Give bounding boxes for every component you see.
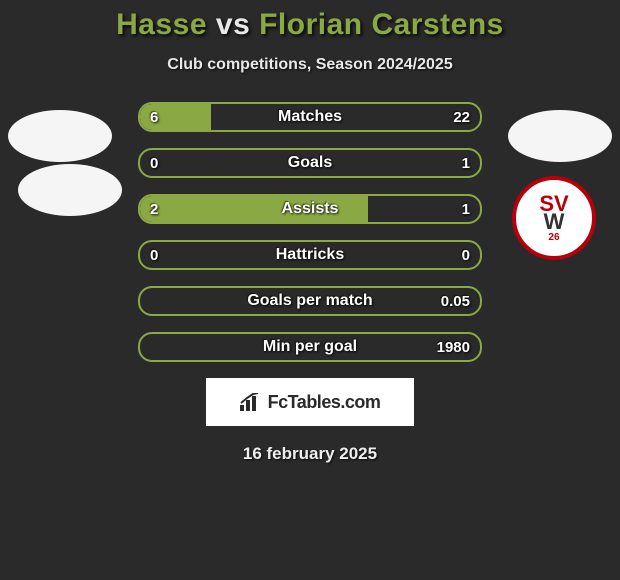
bar-track [138,332,482,362]
stat-row-hattricks: Hattricks00 [138,240,482,270]
bar-fill [140,196,368,222]
stat-row-assists: Assists21 [138,194,482,224]
crest-year: 26 [539,233,568,243]
bar-track [138,194,482,224]
crest-mid: W [539,211,568,233]
crest-circle: SV W 26 [512,176,596,260]
player-a-club-logo-placeholder [8,110,112,162]
subtitle: Club competitions, Season 2024/2025 [0,56,620,74]
player-a-name: Hasse [116,8,207,41]
badge-text: FcTables.com [268,392,381,413]
bar-track [138,286,482,316]
stat-row-min-per-goal: Min per goal1980 [138,332,482,362]
bar-track [138,148,482,178]
stat-row-matches: Matches622 [138,102,482,132]
fctables-badge: FcTables.com [206,378,414,426]
page-title: Hasse vs Florian Carstens [0,0,620,42]
player-b-club-logo-placeholder [508,110,612,162]
stat-row-goals: Goals01 [138,148,482,178]
bar-track [138,240,482,270]
player-b-name: Florian Carstens [259,8,504,41]
comparison-bars: Matches622 Goals01 Assists21 Hattricks00 Goa… [138,102,482,362]
vs-text: vs [216,8,250,41]
bar-track [138,102,482,132]
date-text: 16 february 2025 [0,444,620,464]
stat-row-goals-per-match: Goals per match0.05 [138,286,482,316]
chart-icon [240,393,262,411]
bar-fill [140,104,211,130]
player-a-club-logo-placeholder-2 [18,164,122,216]
crest-text: SV W 26 [539,193,568,243]
club-crest-wehen-wiesbaden: SV W 26 [512,176,596,260]
